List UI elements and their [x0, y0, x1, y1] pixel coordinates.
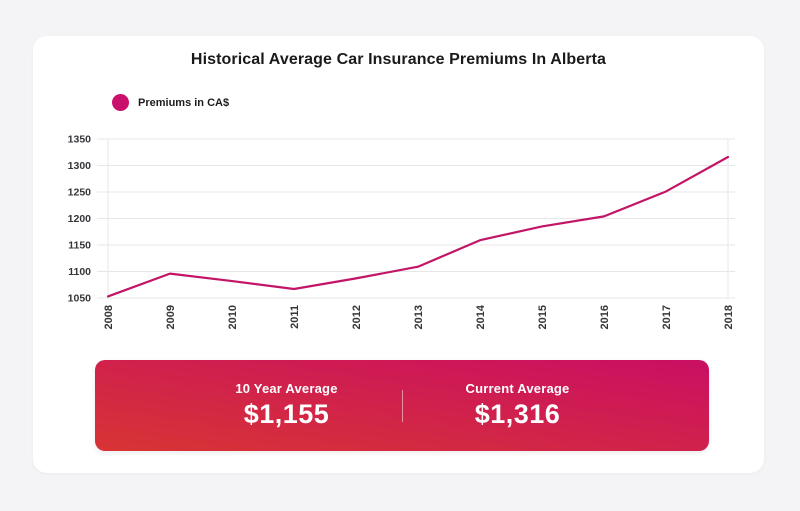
current-average-label: Current Average — [465, 381, 570, 396]
x-tick-label: 2010 — [227, 305, 239, 329]
current-average-value: $1,316 — [474, 399, 561, 429]
current-average-stat: Current Average $1,316 — [403, 381, 633, 430]
y-tick-label: 1150 — [68, 240, 91, 252]
y-tick-label: 1250 — [68, 187, 92, 199]
y-tick-label: 1300 — [68, 160, 92, 172]
x-tick-label: 2014 — [475, 304, 487, 329]
x-tick-label: 2012 — [351, 305, 363, 329]
ten-year-average-stat: 10 Year Average $1,155 — [172, 381, 402, 430]
y-tick-label: 1200 — [68, 213, 92, 225]
x-tick-label: 2018 — [723, 305, 735, 329]
x-tick-label: 2013 — [413, 305, 425, 329]
summary-divider — [401, 389, 403, 422]
x-tick-label: 2011 — [289, 305, 301, 329]
chart-title: Historical Average Car Insurance Premium… — [190, 51, 607, 68]
premiums-line-series — [106, 155, 730, 298]
chart-panel: Historical Average Car Insurance Premium… — [33, 36, 764, 473]
ten-year-average-value: $1,155 — [243, 399, 330, 429]
legend-item-premiums[interactable]: Premiums in CA$ — [112, 94, 229, 111]
x-tick-label: 2015 — [537, 305, 549, 329]
legend-dot-icon — [112, 94, 129, 111]
line-chart-canvas[interactable]: 1050 1100 1150 1200 1250 1300 1350 2008 2009 2010… — [33, 130, 764, 348]
y-tick-label: 1100 — [68, 266, 91, 278]
x-tick-label: 2008 — [103, 305, 115, 329]
ten-year-average-label: 10 Year Average — [235, 381, 338, 396]
legend-label: Premiums in CA$ — [138, 96, 230, 109]
x-tick-label: 2009 — [165, 305, 177, 329]
summary-card: 10 Year Average $1,155 Current Average $… — [95, 360, 709, 451]
y-tick-label: 1350 — [68, 134, 92, 146]
x-tick-label: 2016 — [599, 305, 611, 329]
y-tick-label: 1050 — [68, 293, 92, 305]
x-tick-label: 2017 — [661, 305, 673, 329]
